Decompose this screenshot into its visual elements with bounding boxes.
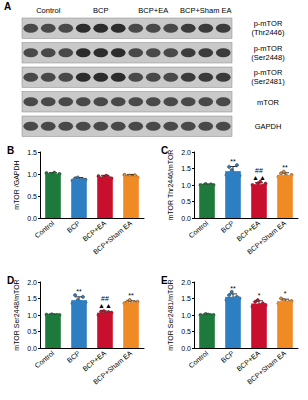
svg-text:BCP+Sham EA: BCP+Sham EA — [246, 349, 288, 385]
svg-text:BCP: BCP — [66, 349, 82, 364]
svg-text:0.0: 0.0 — [181, 215, 191, 222]
svg-text:0.0: 0.0 — [181, 345, 191, 352]
svg-text:mTOR /GAPDH: mTOR /GAPDH — [13, 160, 20, 209]
svg-text:**: ** — [76, 288, 82, 295]
svg-text:(Ser2481): (Ser2481) — [251, 77, 285, 86]
svg-text:p-mTOR: p-mTOR — [254, 19, 283, 28]
svg-text:1.5: 1.5 — [27, 295, 37, 302]
svg-text:1.5: 1.5 — [181, 165, 191, 172]
svg-text:Control: Control — [36, 6, 61, 15]
svg-text:##: ## — [255, 167, 263, 174]
svg-text:BCP+EA: BCP+EA — [138, 6, 168, 15]
svg-text:1.0: 1.0 — [181, 182, 191, 189]
svg-text:0.0: 0.0 — [27, 345, 37, 352]
svg-text:Control: Control — [33, 349, 55, 369]
svg-text:1.5: 1.5 — [181, 295, 191, 302]
svg-text:##: ## — [101, 295, 109, 302]
svg-text:mTOR Ser2448/mTOR: mTOR Ser2448/mTOR — [13, 279, 20, 350]
svg-text:BCP+EA: BCP+EA — [235, 219, 261, 242]
svg-text:D: D — [7, 275, 14, 286]
svg-text:GAPDH: GAPDH — [255, 122, 282, 131]
svg-text:C: C — [161, 145, 168, 156]
svg-text:A: A — [4, 1, 11, 12]
svg-text:**: ** — [282, 164, 288, 171]
svg-text:mTOR Thr2446/mTOR: mTOR Thr2446/mTOR — [167, 150, 174, 221]
svg-text:**: ** — [230, 285, 236, 292]
svg-text:**: ** — [128, 292, 134, 299]
svg-text:BCP+Sham EA: BCP+Sham EA — [92, 219, 134, 255]
svg-text:BCP+EA: BCP+EA — [81, 219, 107, 242]
svg-text:p-mTOR: p-mTOR — [254, 44, 283, 53]
svg-text:(Ser2448): (Ser2448) — [251, 53, 285, 62]
svg-text:Control: Control — [187, 219, 209, 239]
svg-text:2.0: 2.0 — [27, 279, 37, 286]
svg-text:p-mTOR: p-mTOR — [254, 68, 283, 77]
svg-text:1.0: 1.0 — [27, 171, 37, 178]
svg-text:BCP: BCP — [220, 349, 236, 364]
svg-text:BCP: BCP — [220, 219, 236, 234]
svg-text:mTOR: mTOR — [257, 98, 280, 107]
svg-text:0.5: 0.5 — [181, 328, 191, 335]
svg-text:Control: Control — [187, 349, 209, 369]
svg-text:2.0: 2.0 — [181, 279, 191, 286]
svg-text:BCP: BCP — [66, 219, 82, 234]
svg-text:▲▲: ▲▲ — [252, 174, 266, 181]
svg-text:0.0: 0.0 — [27, 215, 37, 222]
svg-text:2.0: 2.0 — [181, 149, 191, 156]
svg-text:▲▲: ▲▲ — [98, 302, 112, 309]
svg-text:**: ** — [230, 158, 236, 165]
svg-text:1.0: 1.0 — [181, 312, 191, 319]
svg-text:BCP: BCP — [93, 6, 108, 15]
svg-text:0.5: 0.5 — [27, 328, 37, 335]
svg-text:(Thr2446): (Thr2446) — [252, 28, 285, 37]
svg-text:BCP+Sham EA: BCP+Sham EA — [180, 6, 231, 15]
svg-text:*: * — [258, 292, 261, 299]
svg-text:E: E — [161, 275, 168, 286]
svg-text:*: * — [284, 290, 287, 297]
svg-text:1.5: 1.5 — [27, 149, 37, 156]
svg-text:0.5: 0.5 — [27, 193, 37, 200]
svg-text:BCP+EA: BCP+EA — [81, 349, 107, 372]
svg-text:B: B — [7, 145, 14, 156]
svg-text:mTOR Ser2481/mTOR: mTOR Ser2481/mTOR — [167, 279, 174, 350]
svg-text:1.0: 1.0 — [27, 312, 37, 319]
svg-text:BCP+EA: BCP+EA — [235, 349, 261, 372]
svg-text:BCP+Sham EA: BCP+Sham EA — [92, 349, 134, 385]
svg-text:Control: Control — [33, 219, 55, 239]
svg-text:0.5: 0.5 — [181, 198, 191, 205]
svg-text:BCP+Sham EA: BCP+Sham EA — [246, 219, 288, 255]
